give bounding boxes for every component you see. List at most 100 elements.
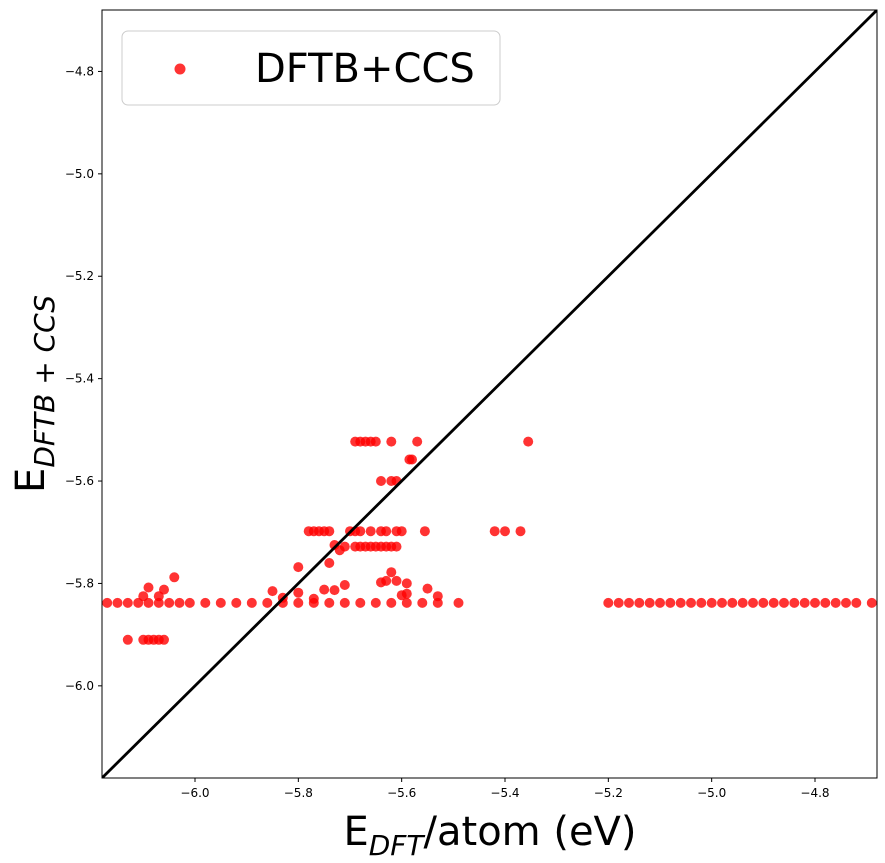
data-point xyxy=(355,526,366,537)
data-point xyxy=(686,597,696,608)
data-point xyxy=(159,634,169,645)
data-point xyxy=(412,436,423,447)
data-point xyxy=(122,597,133,608)
data-point xyxy=(401,588,412,599)
data-point xyxy=(407,454,417,465)
data-point xyxy=(432,591,443,602)
data-point xyxy=(644,597,655,608)
data-point xyxy=(523,436,534,447)
data-point xyxy=(174,597,185,608)
data-point xyxy=(169,572,180,583)
data-point xyxy=(386,597,397,608)
data-point xyxy=(365,526,376,537)
data-point xyxy=(112,597,123,608)
data-point xyxy=(417,597,428,608)
data-point xyxy=(215,597,226,608)
data-point xyxy=(339,597,350,608)
y-axis-label: EDFTB + CCS xyxy=(8,295,61,493)
x-axis-label-rest: /atom (eV) xyxy=(424,809,637,855)
x-axis-label: EDFT/atom (eV) xyxy=(343,809,636,862)
data-point xyxy=(376,476,386,486)
x-axis-label-subscript: DFT xyxy=(369,829,426,862)
data-point xyxy=(324,526,335,537)
data-point xyxy=(675,597,686,608)
data-point xyxy=(293,562,304,573)
data-point xyxy=(758,597,769,608)
data-point xyxy=(706,597,717,608)
data-point xyxy=(308,593,319,604)
data-point xyxy=(810,597,820,608)
plot-frame xyxy=(101,9,878,779)
data-point xyxy=(231,597,242,608)
data-point xyxy=(727,597,738,608)
x-tick-label: −5.0 xyxy=(697,786,726,800)
data-point xyxy=(329,585,340,596)
plot-area xyxy=(102,10,877,778)
data-point xyxy=(830,597,841,608)
data-point xyxy=(355,597,366,608)
data-point xyxy=(293,587,304,598)
data-point xyxy=(246,597,257,608)
data-point xyxy=(164,597,175,608)
data-point xyxy=(820,597,831,608)
data-point xyxy=(515,526,526,537)
data-point xyxy=(489,526,500,537)
y-tick-label: −5.8 xyxy=(65,576,94,590)
data-point xyxy=(262,597,273,608)
data-point xyxy=(634,597,645,608)
y-tick-label: −6.0 xyxy=(65,679,94,693)
data-point xyxy=(655,597,665,608)
y-axis-label-subscript: DFTB + CCS xyxy=(28,295,61,468)
data-point xyxy=(717,597,727,608)
data-point xyxy=(391,575,402,586)
y-axis-label-main: E xyxy=(8,468,54,493)
data-point xyxy=(386,436,397,447)
y-tick-label: −5.6 xyxy=(65,474,94,488)
data-point xyxy=(200,597,211,608)
data-point xyxy=(184,597,195,608)
legend-marker xyxy=(174,63,186,75)
x-axis-ticks: −6.0 −5.8 −5.6 −5.4 −5.2 −5.0 −4.8 xyxy=(180,778,830,800)
x-axis-label-main: E xyxy=(343,809,368,855)
data-point xyxy=(339,580,350,590)
data-point xyxy=(624,597,634,608)
data-point xyxy=(613,597,624,608)
x-tick-label: −5.2 xyxy=(594,786,623,800)
x-tick-label: −6.0 xyxy=(180,786,209,800)
y-tick-label: −4.8 xyxy=(65,64,94,78)
legend-box xyxy=(121,30,501,106)
reference-diagonal-line xyxy=(102,10,877,778)
data-point xyxy=(419,526,430,537)
data-point xyxy=(453,597,464,608)
data-point xyxy=(866,597,877,608)
data-point xyxy=(401,597,412,608)
data-point xyxy=(696,597,707,608)
x-tick-label: −4.8 xyxy=(800,786,829,800)
x-tick-label: −5.6 xyxy=(387,786,416,800)
data-point xyxy=(665,597,676,608)
x-tick-label: −5.4 xyxy=(490,786,519,800)
data-point xyxy=(737,597,748,608)
data-point xyxy=(396,526,407,537)
data-point xyxy=(143,582,154,593)
data-point xyxy=(138,591,149,602)
data-point xyxy=(422,583,433,594)
data-point xyxy=(267,586,278,597)
data-point xyxy=(319,584,330,595)
data-point xyxy=(768,597,779,608)
data-point xyxy=(851,597,862,608)
data-point xyxy=(324,558,335,568)
data-point xyxy=(779,597,789,608)
data-point xyxy=(381,526,392,537)
data-point xyxy=(386,567,397,578)
data-point xyxy=(122,634,133,645)
data-point xyxy=(293,597,304,608)
data-point xyxy=(159,584,169,595)
x-tick-label: −5.8 xyxy=(284,786,313,800)
data-point xyxy=(500,526,510,537)
data-point xyxy=(381,575,392,586)
data-point xyxy=(370,436,381,447)
data-point xyxy=(401,578,412,589)
